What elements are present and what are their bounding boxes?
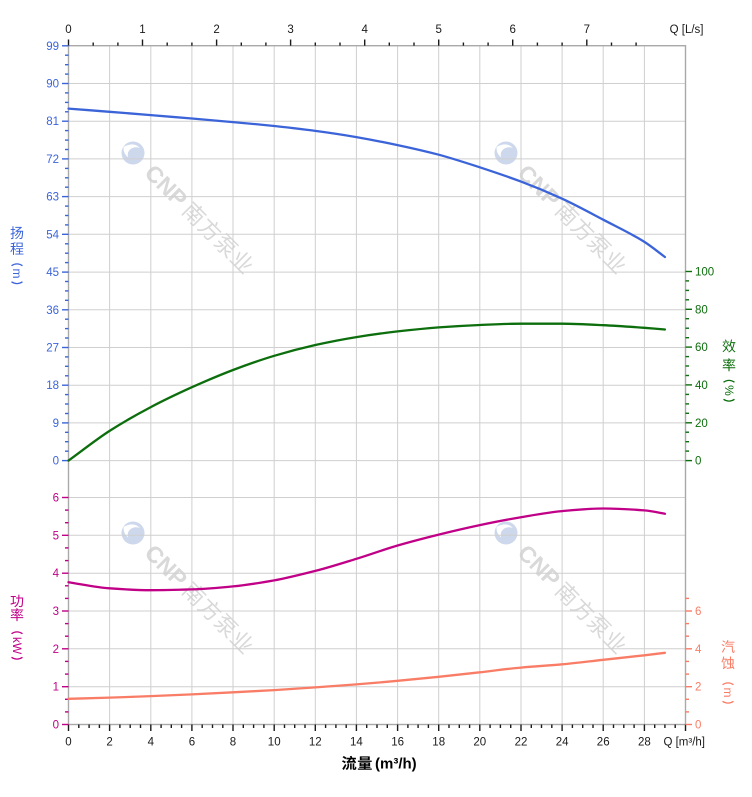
svg-text:28: 28	[638, 737, 651, 749]
svg-text:18: 18	[46, 380, 59, 392]
svg-text:m: m	[721, 688, 735, 698]
svg-text:36: 36	[46, 305, 59, 317]
svg-text:60: 60	[695, 342, 708, 354]
svg-text:7: 7	[584, 24, 590, 36]
svg-text:4: 4	[53, 568, 60, 580]
svg-text:1: 1	[53, 682, 59, 694]
svg-text:0: 0	[695, 456, 701, 468]
svg-text:45: 45	[46, 267, 59, 279]
svg-text:72: 72	[46, 154, 59, 166]
svg-text:26: 26	[597, 737, 610, 749]
svg-text:1: 1	[139, 24, 145, 36]
svg-text:10: 10	[268, 737, 281, 749]
svg-text:2: 2	[53, 644, 59, 656]
svg-text:0: 0	[65, 24, 71, 36]
svg-text:4: 4	[695, 644, 702, 656]
svg-text:4: 4	[361, 24, 368, 36]
svg-text:2: 2	[695, 682, 701, 694]
svg-text:Q [L/s]: Q [L/s]	[670, 24, 704, 36]
svg-text:24: 24	[556, 737, 569, 749]
svg-text:3: 3	[53, 606, 59, 618]
svg-text:0: 0	[53, 720, 59, 732]
svg-text:12: 12	[309, 737, 322, 749]
svg-text:4: 4	[148, 737, 155, 749]
svg-text:9: 9	[53, 418, 59, 430]
svg-text:63: 63	[46, 192, 59, 204]
svg-text:Q [m³/h]: Q [m³/h]	[663, 737, 705, 749]
svg-text:20: 20	[473, 737, 486, 749]
svg-text:90: 90	[46, 79, 59, 91]
svg-text:27: 27	[46, 343, 59, 355]
svg-text:0: 0	[695, 720, 701, 732]
svg-text:CNP: CNP	[140, 539, 193, 592]
svg-text:6: 6	[695, 606, 701, 618]
svg-text:8: 8	[230, 737, 236, 749]
svg-text:6: 6	[509, 24, 515, 36]
svg-text:m: m	[10, 269, 24, 279]
svg-text:2: 2	[106, 737, 112, 749]
svg-text:2: 2	[213, 24, 219, 36]
svg-text:54: 54	[46, 229, 59, 241]
svg-text:40: 40	[695, 380, 708, 392]
svg-text:0: 0	[53, 456, 59, 468]
svg-text:99: 99	[46, 41, 59, 53]
svg-text:81: 81	[46, 116, 59, 128]
svg-text:18: 18	[432, 737, 445, 749]
svg-text:(m³/h): (m³/h)	[375, 755, 417, 772]
svg-text:%: %	[722, 385, 736, 396]
svg-text:14: 14	[350, 737, 363, 749]
svg-text:20: 20	[695, 418, 708, 430]
svg-text:0: 0	[65, 737, 71, 749]
svg-text:kW: kW	[10, 637, 24, 655]
svg-text:CNP: CNP	[140, 159, 193, 212]
svg-text:6: 6	[53, 493, 59, 505]
svg-text:22: 22	[515, 737, 528, 749]
svg-text:80: 80	[695, 304, 708, 316]
svg-text:3: 3	[287, 24, 293, 36]
svg-text:16: 16	[391, 737, 404, 749]
svg-text:100: 100	[695, 267, 714, 279]
svg-text:6: 6	[189, 737, 195, 749]
svg-text:5: 5	[53, 530, 59, 542]
svg-text:5: 5	[435, 24, 441, 36]
